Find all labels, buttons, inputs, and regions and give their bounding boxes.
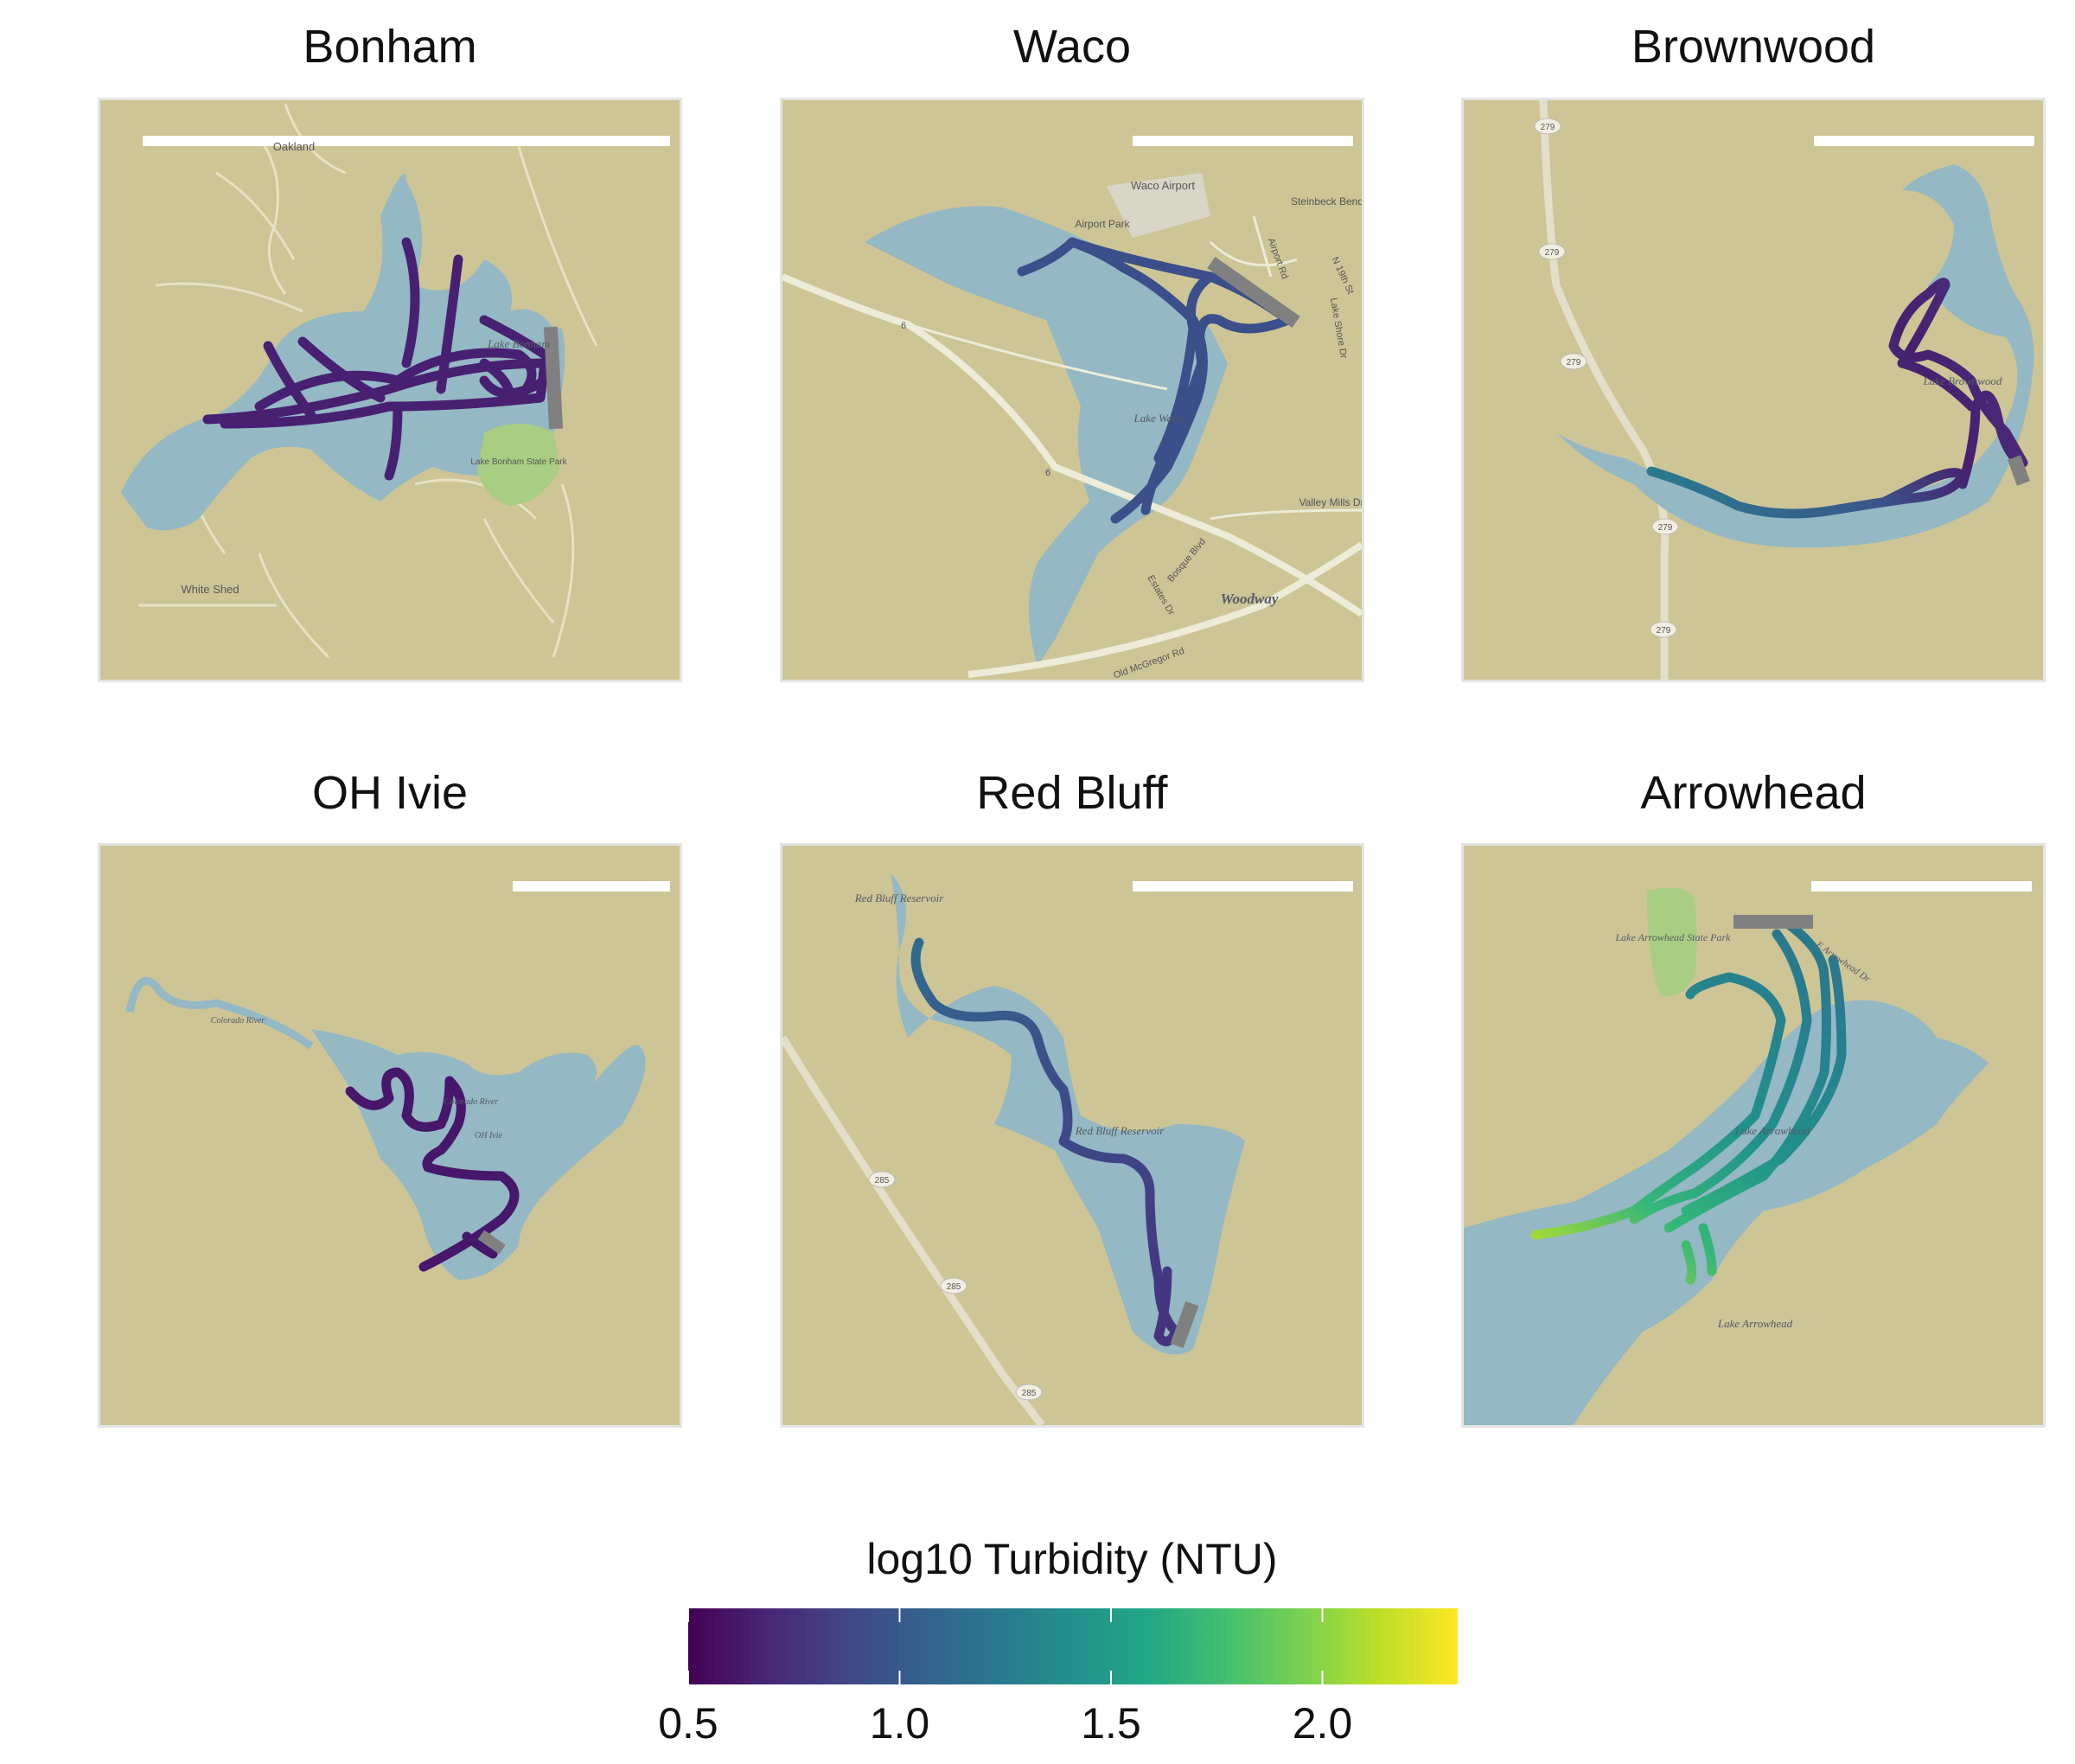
map-label: Lake Waco	[1133, 412, 1184, 425]
map-label: White Shed	[181, 583, 239, 596]
lake-water	[1556, 164, 2034, 548]
map-label: Colorado River	[444, 1097, 499, 1107]
survey-track	[1530, 920, 1847, 1285]
color-legend: log10 Turbidity (NTU) 0.5 1.0 1.5 2.0	[658, 1535, 1458, 1748]
map-label: 285	[947, 1282, 961, 1292]
highway	[1539, 100, 1670, 680]
highway	[782, 1035, 1045, 1425]
dam-marker	[1207, 257, 1300, 328]
scale-bar	[1811, 881, 2032, 892]
map-label: Lake Bonham	[487, 337, 550, 350]
map-label: Lake Arrowhead	[1734, 1124, 1810, 1137]
panel-title: Red Bluff	[976, 767, 1168, 819]
map-label: 279	[1545, 248, 1560, 258]
map-label: Red Bluff Reservoir	[1075, 1124, 1165, 1137]
airport-area	[1107, 173, 1210, 238]
lake-water	[1464, 1000, 1989, 1425]
panel-arrowhead: Arrowhead Lake Arrowhead State Park E Ar…	[1461, 767, 2046, 1428]
map-label: Valley Mills Dr	[1299, 496, 1363, 508]
dam-marker	[1733, 915, 1813, 929]
legend-colorbar	[688, 1608, 1458, 1684]
legend-ticks: 0.5 1.0 1.5 2.0	[658, 1608, 1352, 1748]
legend-title: log10 Turbidity (NTU)	[866, 1535, 1277, 1583]
panel-title: Brownwood	[1631, 21, 1875, 73]
map-label: 6	[1045, 468, 1050, 478]
road-network	[138, 103, 598, 659]
dam-marker	[2008, 455, 2030, 486]
scale-bar	[1133, 881, 1353, 892]
map-label: 279	[1567, 358, 1581, 368]
map-label: Oakland	[273, 140, 315, 153]
highway-shields	[1534, 118, 1679, 638]
scale-bar	[1133, 136, 1353, 146]
dam-marker	[543, 326, 564, 430]
survey-track	[202, 237, 550, 481]
dam-marker	[1170, 1301, 1199, 1349]
legend-tick-label: 1.0	[870, 1699, 930, 1748]
panel-red-bluff: Red Bluff Red Bluff Reservoir Red Bluff …	[780, 767, 1364, 1428]
legend-tick-label: 2.0	[1293, 1699, 1353, 1748]
lake-water	[865, 206, 1228, 666]
map-label: Airport Park	[1075, 218, 1130, 230]
map-label: 285	[1022, 1389, 1037, 1398]
survey-track	[1017, 237, 1293, 524]
map-label: Waco Airport	[1131, 179, 1195, 192]
survey-track	[1646, 278, 2028, 519]
dam-marker	[477, 1230, 506, 1255]
map-label: Lake Bonham State Park	[470, 457, 567, 467]
map-label: Lake Arrowhead	[1717, 1317, 1793, 1330]
map-label: Woodway	[1221, 591, 1279, 607]
panel-brownwood: Brownwood 279 279 279 279 279 Lake Brown…	[1461, 21, 2046, 682]
park-area	[477, 424, 560, 506]
map-label: OH Ivie	[475, 1131, 502, 1141]
scale-bar	[513, 881, 670, 892]
map-label: Lake Brownwood	[1923, 374, 2002, 387]
panel-title: Waco	[1013, 21, 1131, 73]
map-label: Lake Arrowhead State Park	[1615, 931, 1732, 943]
survey-track	[345, 1067, 520, 1272]
map-label: 279	[1541, 123, 1555, 132]
map-label: 279	[1658, 523, 1673, 533]
panel-title: OH Ivie	[312, 767, 468, 819]
map-label: Red Bluff Reservoir	[854, 892, 944, 904]
lake-water	[311, 1029, 646, 1280]
panel-title: Arrowhead	[1640, 767, 1866, 819]
lake-water	[121, 174, 565, 531]
panel-title: Bonham	[303, 21, 476, 73]
panel-oh-ivie: OH Ivie Colorado River Colorado River OH…	[98, 767, 682, 1428]
map-label: 285	[875, 1176, 890, 1186]
panel-bonham: Bonham Oakland Lake Bonham Lake Bonham S…	[98, 21, 682, 682]
legend-tick-label: 0.5	[658, 1699, 718, 1748]
road-network	[782, 215, 1362, 678]
legend-tick-label: 1.5	[1081, 1699, 1141, 1748]
highway-shields	[868, 1171, 1043, 1401]
map-label: 6	[901, 321, 906, 331]
map-label: Steinbeck Bend	[1291, 195, 1363, 208]
panel-waco: Waco Waco Airport Airport Park Steinbeck…	[780, 21, 1364, 682]
scale-bar	[143, 136, 670, 146]
scale-bar	[1814, 136, 2034, 146]
map-label: Colorado River	[211, 1016, 265, 1026]
river	[125, 976, 314, 1050]
map-label: 279	[1657, 626, 1671, 636]
